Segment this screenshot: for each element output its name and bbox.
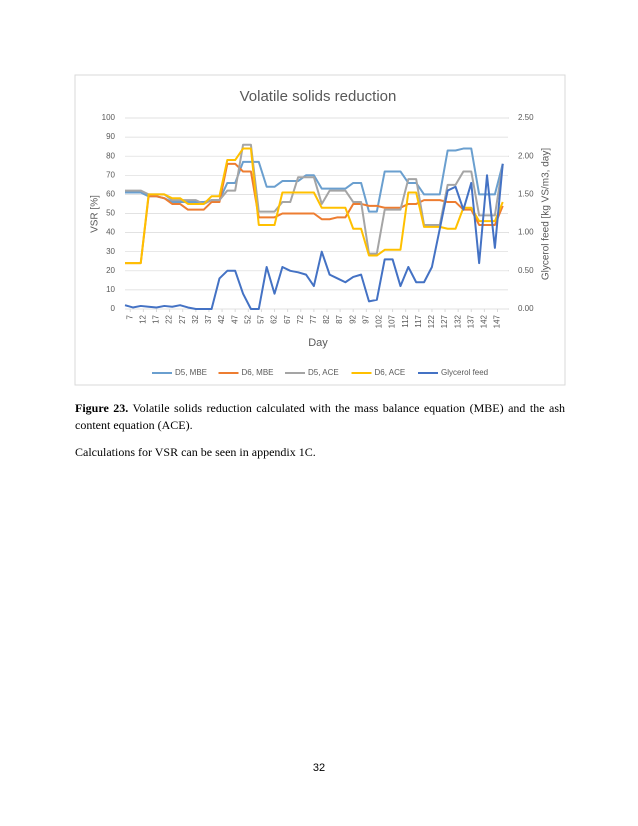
chart-title: Volatile solids reduction: [240, 88, 397, 105]
legend-label: D6, ACE: [375, 368, 406, 377]
series-line: [125, 162, 504, 265]
x-axis-title: Day: [308, 337, 328, 349]
y-tick-label: 100: [102, 113, 116, 122]
x-tick-label: 7: [125, 314, 134, 319]
x-tick-label: 112: [401, 314, 410, 327]
y2-tick-label: 0.50: [518, 266, 534, 275]
x-tick-label: 92: [348, 314, 357, 323]
x-tick-label: 97: [361, 314, 370, 323]
y2-tick-label: 2.00: [518, 151, 534, 160]
x-tick-label: 132: [453, 314, 462, 328]
x-tick-label: 37: [204, 314, 213, 323]
x-tick-label: 22: [165, 314, 174, 323]
x-tick-label: 107: [388, 314, 397, 328]
x-tick-label: 82: [322, 314, 331, 323]
series-line: [125, 147, 504, 213]
x-tick-label: 87: [335, 314, 344, 323]
page-number: 32: [312, 762, 326, 774]
y-tick-label: 40: [106, 228, 115, 237]
caption-label: Figure 23.: [75, 401, 129, 415]
x-tick-label: 67: [283, 314, 292, 323]
y2-tick-label: 2.50: [518, 113, 534, 122]
x-tick-label: 32: [191, 314, 200, 323]
x-tick-label: 142: [479, 314, 488, 328]
legend-label: D6, MBE: [242, 368, 274, 377]
y-tick-label: 50: [106, 209, 115, 218]
legend-label: D5, ACE: [308, 368, 339, 377]
x-tick-label: 62: [270, 314, 279, 323]
x-tick-label: 77: [309, 314, 318, 323]
x-tick-label: 17: [152, 314, 161, 323]
y-axis-title: VSR [%]: [90, 195, 101, 233]
x-tick-label: 42: [217, 314, 226, 323]
x-tick-label: 12: [138, 314, 147, 323]
x-tick-label: 137: [466, 314, 475, 328]
x-tick-label: 72: [296, 314, 305, 323]
x-tick-label: 127: [440, 314, 449, 328]
x-tick-label: 102: [375, 314, 384, 328]
caption: Figure 23. Volatile solids reduction cal…: [75, 400, 565, 434]
chart-frame: [74, 74, 566, 386]
x-tick-label: 47: [230, 314, 239, 323]
x-tick-label: 57: [257, 314, 266, 323]
x-tick-label: 117: [414, 314, 423, 327]
y-tick-label: 0: [111, 304, 116, 313]
series-line: [124, 163, 504, 310]
y-tick-label: 60: [106, 190, 115, 199]
x-tick-label: 122: [427, 314, 436, 328]
y-tick-label: 90: [106, 132, 115, 141]
y2-tick-label: 1.00: [518, 228, 534, 237]
paragraph: Calculations for VSR can be seen in appe…: [75, 445, 316, 459]
y-tick-label: 10: [106, 285, 115, 294]
y2-tick-label: 0.00: [518, 304, 534, 313]
y2-tick-label: 1.50: [518, 190, 534, 199]
x-tick-label: 52: [243, 314, 252, 323]
caption-text: Volatile solids reduction calculated wit…: [75, 401, 565, 432]
legend-label: Glycerol feed: [441, 368, 488, 377]
y-tick-label: 80: [106, 151, 115, 160]
x-tick-label: 147: [493, 314, 502, 328]
y-tick-label: 70: [106, 170, 115, 179]
y-tick-label: 20: [106, 266, 115, 275]
legend-label: D5, MBE: [175, 368, 207, 377]
y2-axis-title: Glycerol feed [kg VS/m3, day]: [541, 148, 552, 281]
x-tick-label: 27: [178, 314, 187, 323]
y-tick-label: 30: [106, 247, 115, 256]
